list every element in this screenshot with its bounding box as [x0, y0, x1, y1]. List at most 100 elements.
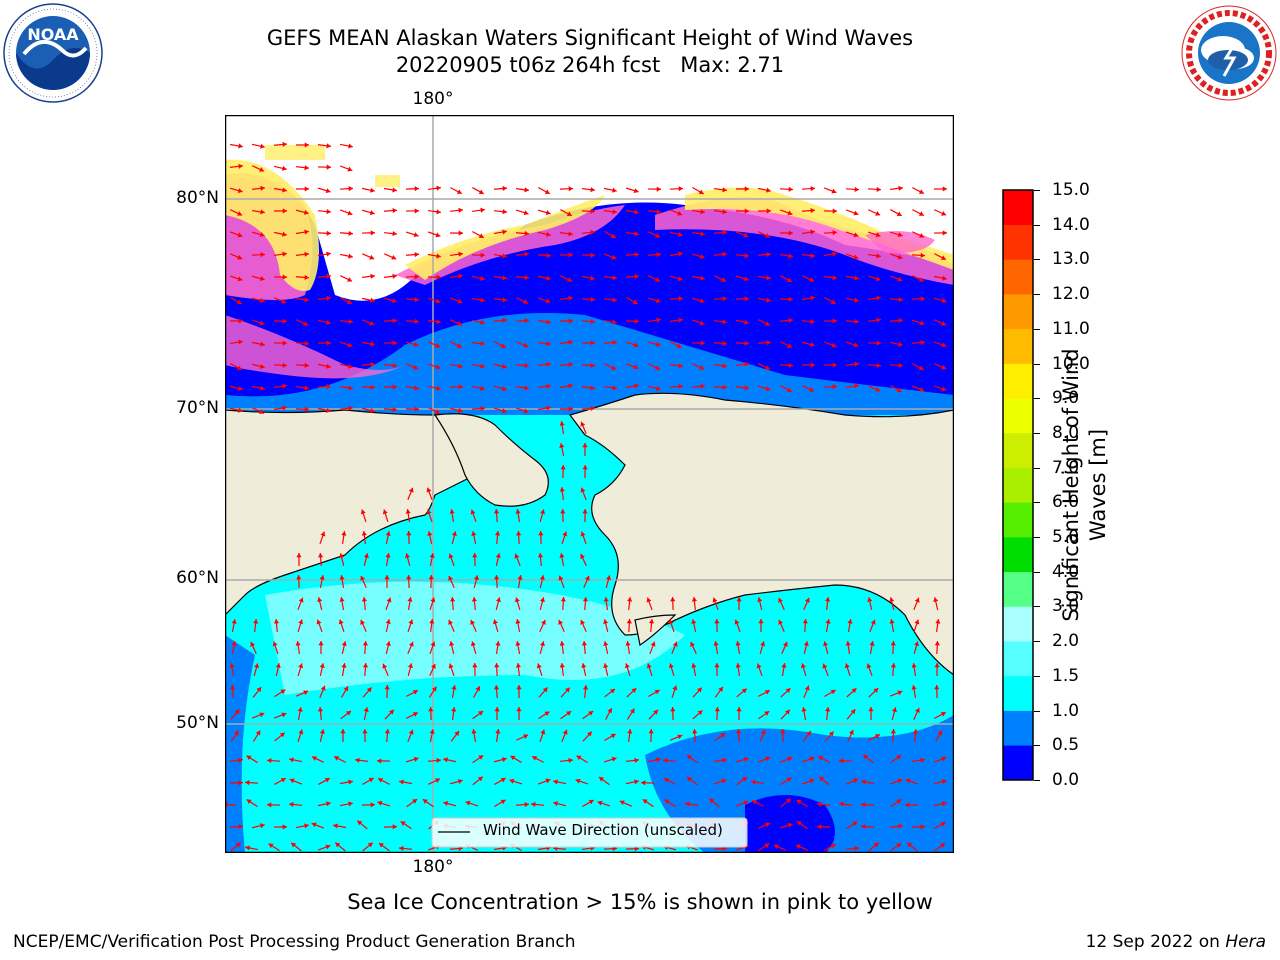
wave-arrow-head	[809, 277, 815, 282]
wave-arrow-head	[478, 189, 484, 195]
wave-arrow-head	[611, 254, 617, 260]
wave-arrow-head	[370, 361, 375, 368]
wave-arrow-head	[304, 823, 309, 829]
wave-arrow-head	[347, 342, 353, 348]
wave-arrow-head	[260, 385, 265, 391]
wave-arrow-head	[407, 663, 413, 669]
wave-arrow-head	[303, 209, 309, 215]
wave-arrow-head	[586, 731, 592, 737]
wave-arrow-head	[700, 340, 705, 346]
wave-arrow-head	[303, 690, 309, 696]
wave-arrow-head	[566, 711, 572, 716]
wave-arrow-head	[325, 844, 331, 850]
wave-arrow-head	[804, 685, 810, 691]
wave-arrow-head	[318, 553, 324, 558]
wave-arrow-head	[414, 406, 419, 412]
wave-arrow-head	[869, 641, 875, 646]
colorbar-swatch	[1003, 537, 1033, 573]
wave-arrow-head	[788, 253, 793, 259]
wave-arrow-head	[677, 231, 683, 237]
wave-arrow-head	[422, 799, 428, 804]
wave-arrow-head	[796, 799, 802, 805]
wave-arrow-head	[852, 821, 858, 826]
wave-arrow-head	[576, 755, 582, 761]
colorbar-swatch	[1003, 641, 1033, 677]
wave-arrow-head	[709, 798, 715, 804]
colorbar-tick-label: 13.0	[1052, 249, 1090, 270]
wave-arrow-head	[590, 187, 595, 193]
wave-arrow-head	[326, 384, 331, 390]
colorbar-tick-mark	[1034, 224, 1040, 226]
colorbar-tick-mark	[1034, 432, 1040, 434]
wave-arrow-head	[382, 509, 388, 515]
wave-arrow-head	[479, 275, 485, 281]
wave-arrow-head	[357, 820, 363, 826]
wave-arrow-head	[493, 685, 500, 690]
wave-arrow-head	[610, 365, 616, 370]
wave-arrow-head	[764, 711, 770, 716]
wave-arrow-head	[722, 384, 727, 390]
wave-arrow-head	[934, 663, 940, 668]
wave-arrow-head	[544, 189, 550, 194]
wave-arrow-head	[744, 385, 749, 391]
wave-arrow-head	[718, 686, 723, 692]
wave-arrow-head	[392, 187, 397, 193]
lat-label-50n: 50°N	[176, 713, 219, 733]
wave-arrow-head	[428, 575, 434, 580]
wave-arrow-head	[655, 298, 661, 304]
wave-arrow-head	[412, 799, 418, 804]
wave-arrow-head	[700, 383, 705, 389]
wave-arrow-head	[319, 575, 325, 580]
wave-arrow-head	[369, 320, 375, 326]
wave-arrow-head	[562, 531, 568, 537]
wave-arrow-head	[810, 319, 815, 325]
wave-arrow-head	[326, 295, 331, 301]
wave-arrow-head	[876, 362, 881, 368]
wave-arrow-head	[633, 364, 639, 370]
wave-arrow-head	[580, 487, 586, 493]
wave-arrow-head	[819, 776, 825, 782]
wave-arrow-head	[392, 384, 397, 390]
wave-arrow-head	[568, 383, 573, 389]
wave-arrow-head	[501, 408, 507, 414]
wave-arrow-head	[237, 254, 243, 260]
wave-arrow-head	[524, 385, 529, 391]
wave-arrow-head	[435, 778, 441, 783]
wave-arrow-head	[940, 712, 946, 717]
wave-arrow-head	[289, 801, 294, 808]
wave-arrow-head	[810, 186, 815, 192]
wave-arrow-head	[339, 553, 345, 559]
wave-arrow-head	[479, 385, 485, 391]
wave-arrow-head	[634, 251, 639, 258]
wave-arrow-head	[889, 619, 895, 624]
wave-arrow-head	[254, 663, 260, 669]
wave-arrow-head	[714, 663, 720, 668]
wave-arrow-head	[237, 188, 243, 194]
wave-arrow-head	[234, 709, 240, 715]
wave-arrow-head	[832, 230, 837, 236]
colorbar-tick-mark	[1034, 710, 1040, 712]
wave-arrow-head	[348, 319, 353, 325]
wave-arrow-head	[788, 296, 793, 302]
wave-arrow-head	[785, 709, 790, 715]
colorbar-swatch	[1003, 432, 1033, 468]
wave-arrow-head	[853, 778, 859, 784]
wave-arrow-head	[385, 619, 391, 624]
wave-arrow-head	[678, 296, 683, 302]
wave-arrow-head	[414, 274, 419, 280]
colorbar-tick-label: 9.0	[1052, 388, 1080, 409]
wave-arrow-head	[655, 233, 661, 238]
wave-arrow-head	[897, 232, 903, 238]
wave-arrow-head	[891, 707, 897, 713]
wave-arrow-head	[260, 185, 265, 191]
wave-arrow-head	[472, 553, 478, 558]
wave-arrow-head	[765, 365, 771, 370]
wave-arrow-head	[678, 363, 683, 369]
wave-arrow-head	[414, 318, 419, 324]
wave-arrow-head	[590, 385, 595, 391]
colorbar-tick-mark	[1034, 294, 1040, 296]
wave-arrow-head	[918, 189, 924, 194]
wave-arrow-head	[898, 185, 903, 191]
wave-arrow-head	[610, 688, 615, 694]
wave-arrow-head	[920, 296, 925, 302]
